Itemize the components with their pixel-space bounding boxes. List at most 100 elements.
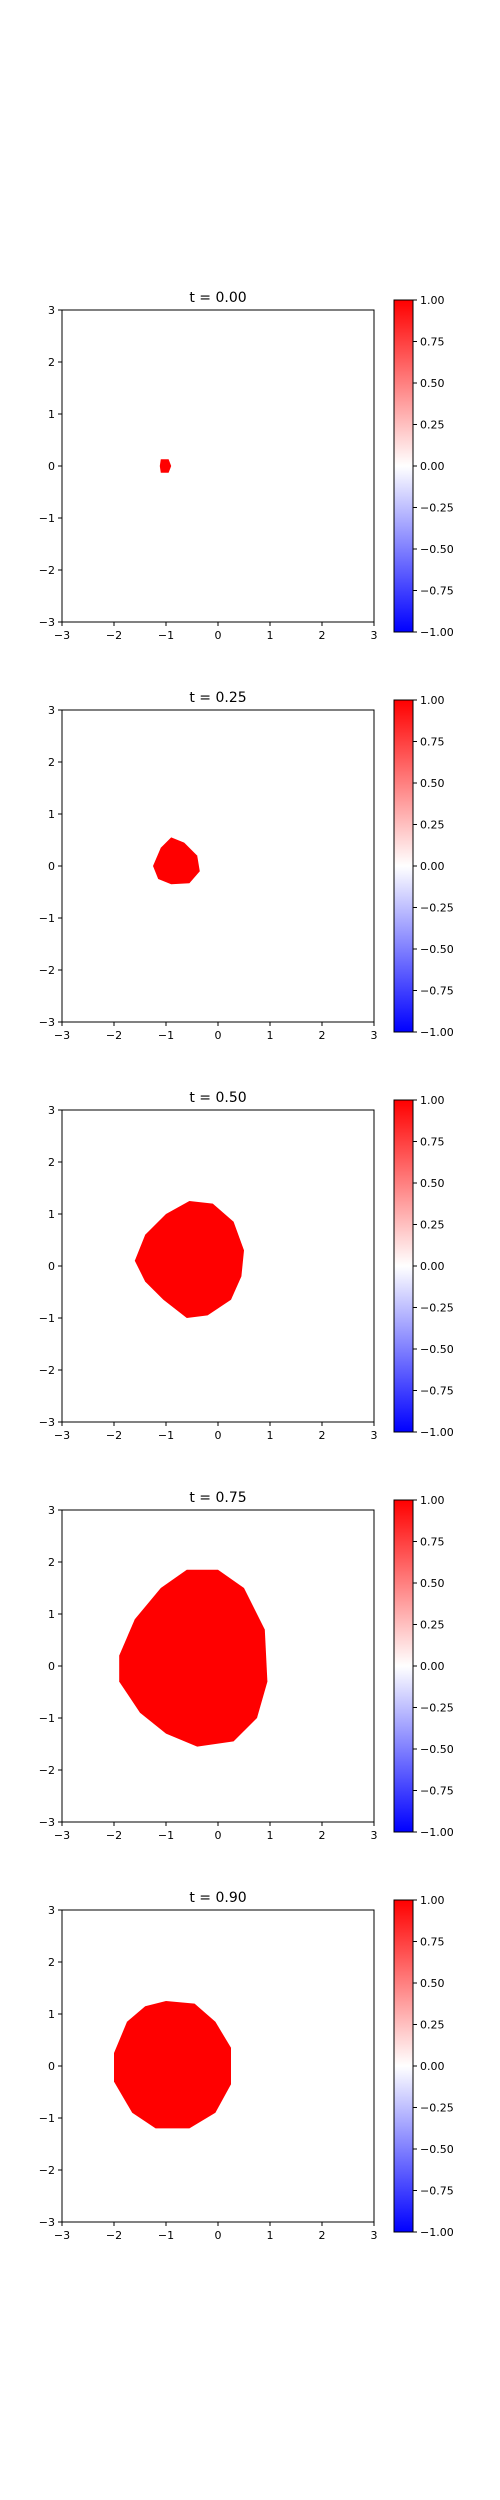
colorbar-tick-label: −1.00: [420, 1826, 454, 1839]
colorbar-tick-label: 0.50: [420, 377, 445, 390]
y-tick-label: 3: [48, 304, 55, 317]
panel-3: t = 0.75 −3 −2 −1 0 1 2 3 3 2 1 0 −1 −2 −3 1.00 0.75 0.50…: [39, 1490, 454, 1842]
colorbar-tick-label: −1.00: [420, 1426, 454, 1439]
x-tick-label: 1: [267, 1829, 274, 1842]
x-tick-label: 2: [319, 2229, 326, 2242]
y-tick-label: 2: [48, 1956, 55, 1969]
y-tick-label: −3: [39, 2216, 55, 2229]
colorbar: [393, 299, 414, 633]
heatmap-region: [159, 459, 172, 473]
colorbar: [393, 1099, 414, 1433]
colorbar-tick-label: −1.00: [420, 2226, 454, 2239]
y-tick-label: 0: [48, 1260, 55, 1273]
heatmap-region: [114, 2001, 231, 2129]
x-tick-label: −2: [106, 1029, 122, 1042]
plot-area: [62, 710, 374, 1022]
plot-area: [62, 310, 374, 622]
colorbar-tick-label: 0.50: [420, 1577, 445, 1590]
colorbar-tick-label: 0.25: [420, 819, 445, 832]
chart-title: t = 0.00: [189, 290, 246, 306]
colorbar-tick-label: 0.25: [420, 1619, 445, 1632]
colorbar-tick-label: 1.00: [420, 1094, 445, 1107]
y-tick-label: 2: [48, 756, 55, 769]
y-tick-label: −2: [39, 964, 55, 977]
x-tick-label: −2: [106, 2229, 122, 2242]
x-tick-label: −3: [54, 2229, 70, 2242]
y-tick-label: −3: [39, 1816, 55, 1829]
heatmap-region: [134, 1201, 244, 1318]
y-tick-label: 3: [48, 1904, 55, 1917]
colorbar-tick-label: 0.75: [420, 336, 445, 349]
y-tick-label: 1: [48, 2008, 55, 2021]
x-tick-label: 1: [267, 629, 274, 642]
x-tick-label: −2: [106, 1429, 122, 1442]
y-tick-label: 2: [48, 356, 55, 369]
chart-title: t = 0.50: [189, 1090, 246, 1106]
x-tick-label: 0: [215, 1029, 222, 1042]
colorbar-tick-label: −0.50: [420, 2143, 454, 2156]
colorbar-tick-label: 0.00: [420, 2060, 445, 2073]
x-tick-label: 0: [215, 629, 222, 642]
colorbar-tick-label: 0.25: [420, 419, 445, 432]
colorbar-tick-label: 0.50: [420, 1177, 445, 1190]
y-tick-label: −2: [39, 1364, 55, 1377]
colorbar-tick-label: 0.25: [420, 2019, 445, 2032]
colorbar-tick-label: 0.50: [420, 777, 445, 790]
colorbar-tick-label: −0.50: [420, 543, 454, 556]
y-tick-label: 0: [48, 1660, 55, 1673]
y-tick-label: 3: [48, 704, 55, 717]
panel-2: t = 0.50 −3 −2 −1 0 1 2 3 3 2 1 0 −1 −2 −3 1.00 0.75 0.50…: [39, 1090, 454, 1442]
y-tick-label: −1: [39, 912, 55, 925]
colorbar-tick-label: 0.00: [420, 1660, 445, 1673]
colorbar-tick-label: −0.75: [420, 2185, 454, 2198]
y-tick-label: 0: [48, 860, 55, 873]
y-tick-label: 0: [48, 460, 55, 473]
x-tick-label: 0: [215, 1829, 222, 1842]
y-tick-label: −2: [39, 2164, 55, 2177]
colorbar-tick-label: −0.50: [420, 1743, 454, 1756]
y-tick-label: −2: [39, 564, 55, 577]
y-tick-label: −1: [39, 1712, 55, 1725]
x-tick-label: 1: [267, 1429, 274, 1442]
x-tick-label: −3: [54, 1029, 70, 1042]
x-tick-label: 3: [371, 1429, 378, 1442]
colorbar-tick-label: 1.00: [420, 1494, 445, 1507]
colorbar-tick-label: −0.75: [420, 985, 454, 998]
colorbar-tick-label: 0.00: [420, 460, 445, 473]
colorbar-tick-label: 1.00: [420, 294, 445, 307]
y-tick-label: 1: [48, 808, 55, 821]
panel-4: t = 0.90 −3 −2 −1 0 1 2 3 3 2 1 0 −1 −2 −3 1.00 0.75 0.50…: [39, 1890, 454, 2242]
colorbar-tick-label: 0.75: [420, 1136, 445, 1149]
panel-1: t = 0.25 −3 −2 −1 0 1 2 3 3 2 1 0 −1 −2 −3 1.00 0.75 0.50…: [39, 690, 454, 1042]
y-tick-label: −3: [39, 1416, 55, 1429]
chart-title: t = 0.90: [189, 1890, 246, 1906]
chart-title: t = 0.75: [189, 1490, 246, 1506]
x-tick-label: −1: [158, 1029, 174, 1042]
x-tick-label: 3: [371, 1029, 378, 1042]
x-tick-label: 2: [319, 1429, 326, 1442]
panel-0: t = 0.00 −3 −2 −1 0 1 2 3 3 2 1 0 −1 −2 −3 1.00 0.75 0.50…: [39, 290, 454, 642]
colorbar-tick-label: 0.75: [420, 736, 445, 749]
colorbar-tick-label: 0.00: [420, 1260, 445, 1273]
colorbar-tick-label: −1.00: [420, 626, 454, 639]
y-tick-label: 3: [48, 1504, 55, 1517]
x-tick-label: 0: [215, 2229, 222, 2242]
x-tick-label: −1: [158, 1429, 174, 1442]
x-tick-label: 0: [215, 1429, 222, 1442]
colorbar-tick-label: 1.00: [420, 1894, 445, 1907]
y-tick-label: −3: [39, 616, 55, 629]
colorbar-tick-label: 1.00: [420, 694, 445, 707]
colorbar-tick-label: −1.00: [420, 1026, 454, 1039]
x-tick-label: −2: [106, 1829, 122, 1842]
x-tick-label: −1: [158, 629, 174, 642]
x-tick-label: −1: [158, 2229, 174, 2242]
x-tick-label: −3: [54, 629, 70, 642]
colorbar-tick-label: 0.75: [420, 1936, 445, 1949]
colorbar-tick-label: −0.75: [420, 1385, 454, 1398]
y-tick-label: −2: [39, 1764, 55, 1777]
y-tick-label: −3: [39, 1016, 55, 1029]
heatmap-region: [119, 1569, 268, 1747]
y-tick-label: 3: [48, 1104, 55, 1117]
x-tick-label: 3: [371, 2229, 378, 2242]
